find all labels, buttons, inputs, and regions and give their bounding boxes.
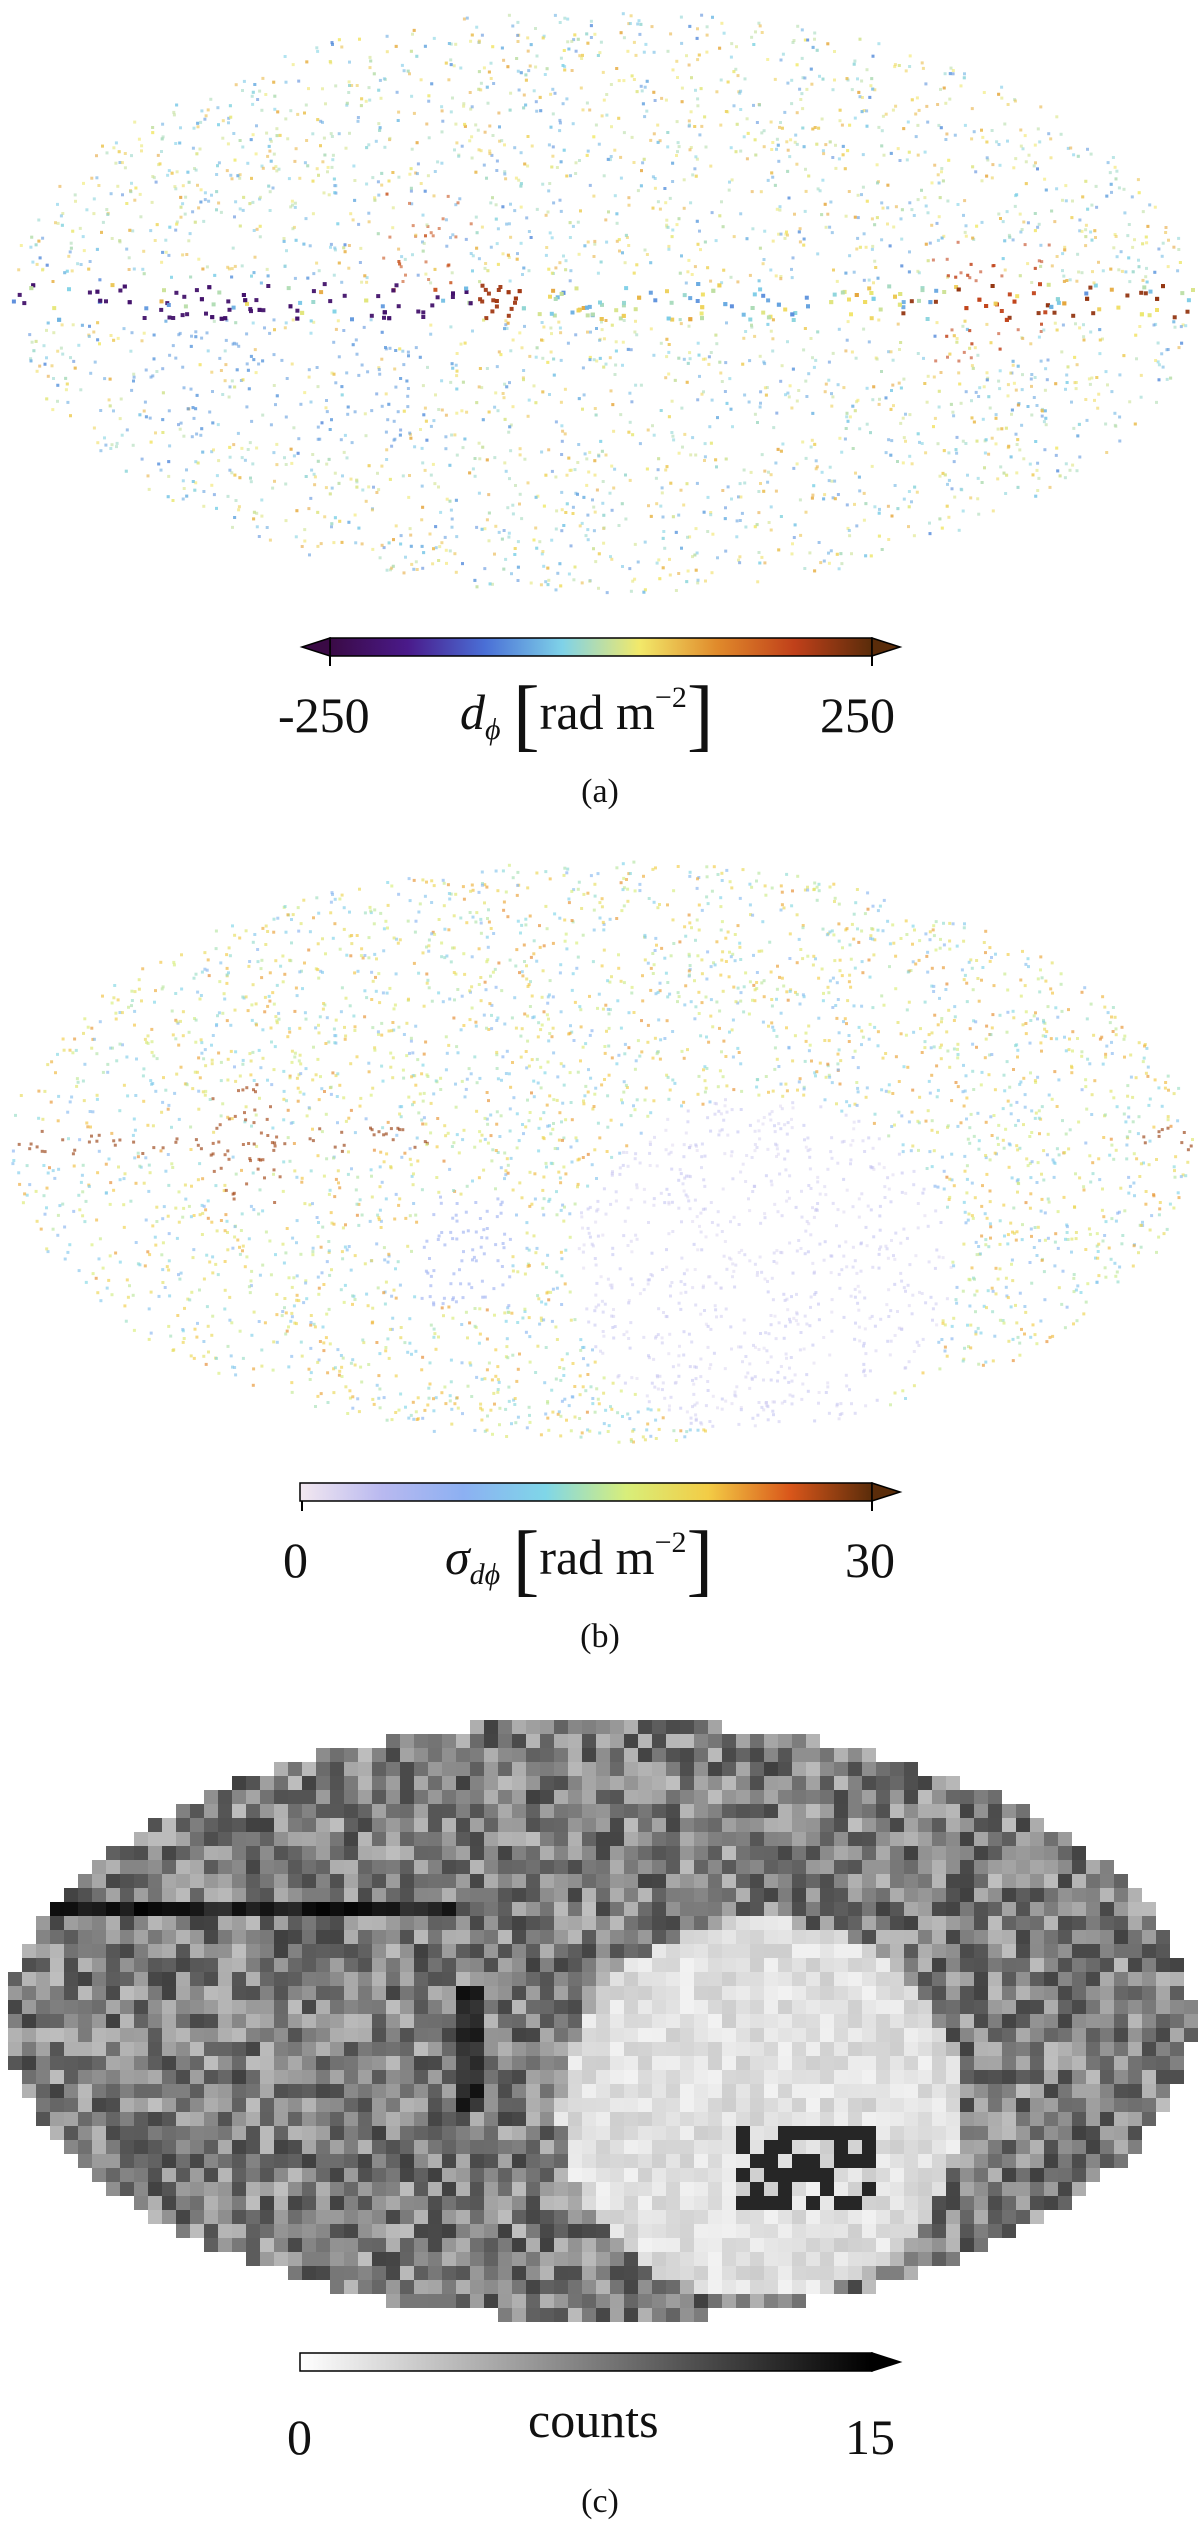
colorbar-b-tick-max: 30 — [845, 1532, 895, 1588]
colorbar-b-symbol: σ — [445, 1529, 470, 1585]
colorbar-b-bracket-close: ] — [686, 1516, 714, 1604]
colorbar-b-tick-min: 0 — [283, 1532, 308, 1588]
colorbar-a-grad-extend-max — [871, 636, 903, 658]
colorbar-b-unit-exponent: −2 — [654, 1526, 687, 1559]
colorbar-a-subscript: ϕ — [485, 713, 501, 746]
colorbar-b-grad-bar — [299, 1481, 903, 1503]
colorbar-a — [299, 636, 903, 666]
sky-map-c — [8, 1720, 1198, 2322]
colorbar-a-unit: rad m — [539, 684, 655, 740]
caption-b: (b) — [580, 1618, 620, 1655]
colorbar-b — [299, 1481, 903, 1511]
colorbar-a-bracket-open: [ — [513, 671, 540, 759]
panel-a: -250 250 dϕ [rad m−2] (a) — [0, 0, 1200, 820]
colorbar-a-grad-bar — [299, 636, 903, 658]
caption-a: (a) — [581, 773, 619, 810]
colorbar-b-bracket-open: [ — [512, 1516, 540, 1604]
colorbar-a-symbol: d — [460, 684, 485, 740]
colorbar-a-tick-min: -250 — [278, 687, 370, 743]
colorbar-c-tick-max: 15 — [845, 2409, 895, 2465]
colorbar-c-grad-extend-max — [871, 2351, 903, 2373]
colorbar-a-tick-max: 250 — [820, 687, 895, 743]
panel-b: 0 30 σdϕ [rad m−2] (b) — [0, 845, 1200, 1665]
colorbar-c-tick-min: 0 — [287, 2409, 312, 2465]
colorbar-b-grad-extend-max — [871, 1481, 903, 1503]
colorbar-b-unit: rad m — [539, 1529, 655, 1585]
sky-ellipse-b — [8, 858, 1192, 1442]
sky-map-b — [8, 858, 1194, 1444]
sigma-pixels-b — [11, 860, 1194, 1444]
rm-pixels-a — [11, 12, 1195, 595]
panel-c: 0 15 counts (c) — [0, 1690, 1200, 2536]
colorbar-c-grad-bar — [299, 2351, 903, 2373]
counts-pixels-c — [8, 1720, 1198, 2322]
caption-c: (c) — [581, 2483, 619, 2520]
colorbar-b-subscript: dϕ — [469, 1558, 501, 1591]
colorbar-a-bracket-close: ] — [686, 671, 714, 759]
colorbar-a-label: dϕ [rad m−2] — [460, 675, 713, 755]
colorbar-a-unit-exponent: −2 — [654, 681, 687, 714]
sky-ellipse-a — [8, 8, 1192, 592]
colorbar-c — [299, 2351, 903, 2373]
colorbar-b-label: σdϕ [rad m−2] — [445, 1520, 713, 1600]
colorbar-c-label: counts — [528, 2392, 659, 2448]
colorbar-a-grad-extend-min — [299, 636, 331, 658]
sky-map-a — [8, 8, 1195, 595]
